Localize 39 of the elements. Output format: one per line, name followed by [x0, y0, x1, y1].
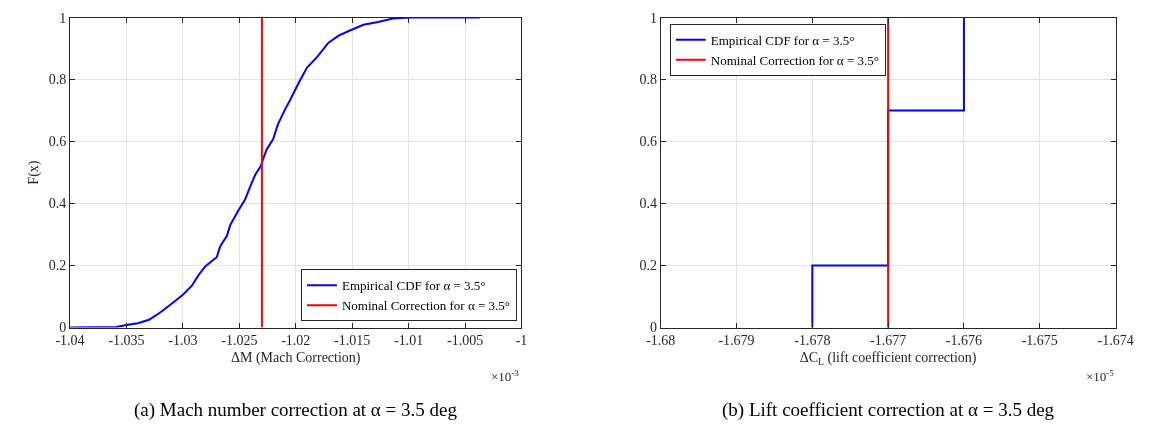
y-tick-label: 0.4: [639, 196, 657, 212]
y-tick-label: 0.6: [639, 134, 657, 150]
x-tick-label: -1.04: [55, 333, 85, 349]
text: (a) Mach number correction at α = 3.5 deg: [134, 399, 458, 421]
y-tick-label: 0.4: [48, 196, 67, 212]
y-tick-label: 0.6: [48, 134, 67, 150]
legend-label: Empirical CDF for α = 3.5°: [341, 278, 486, 294]
x-axis-title: ΔM (Mach Correction): [230, 349, 361, 366]
x-tick-label: -1.035: [108, 333, 145, 349]
y-tick-label: 0.2: [48, 258, 67, 274]
y-tick-label: 1: [59, 10, 67, 26]
x-tick-label: -1.678: [794, 333, 831, 349]
y-tick-label: 0: [59, 320, 67, 336]
y-tick-label: 1: [649, 10, 657, 26]
x-tick-label: -1.01: [394, 333, 424, 349]
text: ×10$^{-5}$: [1086, 368, 1115, 385]
legend-label: Nominal Correction for α = 3.5°: [341, 298, 511, 314]
x-tick-label: -1.675: [1021, 333, 1058, 349]
x-tick-label: -1.02: [281, 333, 311, 349]
y-tick-label: 0.8: [48, 72, 67, 88]
x-tick-label: -1.68: [646, 333, 676, 349]
x-tick-label: -1.03: [168, 333, 198, 349]
x-tick-label: -1.025: [221, 333, 258, 349]
text: (b) Lift coefficient correction at α = 3.5 deg: [722, 399, 1055, 421]
x-tick-label: -1.677: [870, 333, 907, 349]
legend-label: Nominal Correction for α = 3.5°: [710, 52, 879, 68]
y-tick-label: 0: [649, 320, 657, 336]
text: ×10$^{-3}$: [491, 368, 520, 385]
x-tick-label: -1.674: [1097, 333, 1134, 349]
x-tick-label: -1.005: [446, 333, 484, 349]
x-tick-label: -1.679: [718, 333, 755, 349]
x-axis-title: ΔC$_{L}$ (lift coefficient correction): [799, 349, 977, 367]
x-tick-label: -1.015: [334, 333, 371, 349]
y-tick-label: 0.8: [639, 72, 657, 88]
x-tick-label: -1.676: [945, 333, 983, 349]
y-axis-title: F(x): [26, 160, 43, 185]
legend-label: Empirical CDF for α = 3.5°: [710, 32, 855, 48]
x-tick-label: -1: [515, 333, 528, 349]
y-tick-label: 0.2: [639, 258, 657, 274]
